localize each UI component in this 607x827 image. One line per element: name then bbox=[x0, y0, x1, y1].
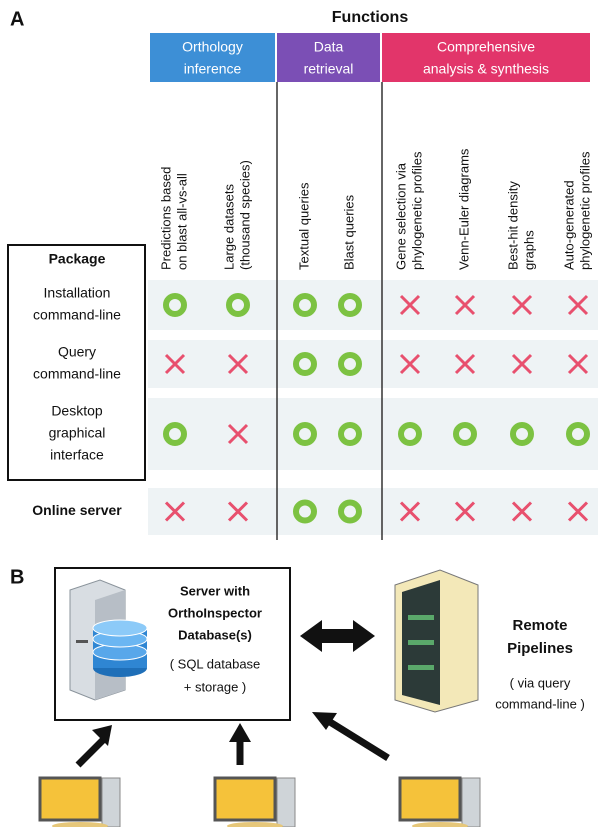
row-label: Query bbox=[58, 344, 96, 360]
supported-mark bbox=[338, 293, 362, 317]
server-label: OrthoInspector bbox=[168, 605, 262, 620]
group-label: Orthology bbox=[182, 39, 243, 55]
unsupported-mark bbox=[227, 501, 249, 522]
column-label: phylogenetic profiles bbox=[577, 151, 592, 270]
group-header bbox=[277, 33, 380, 82]
package-box bbox=[7, 244, 146, 481]
unsupported-mark bbox=[511, 501, 533, 522]
supported-mark bbox=[398, 422, 422, 446]
server-label: Server with bbox=[180, 583, 250, 598]
rack-icon bbox=[394, 569, 479, 713]
supported-mark bbox=[293, 352, 317, 376]
supported-mark bbox=[338, 352, 362, 376]
supported-mark bbox=[338, 422, 362, 446]
unsupported-mark bbox=[454, 294, 476, 316]
remote-label: Pipelines bbox=[507, 640, 573, 657]
package-header: Package bbox=[49, 251, 106, 267]
column-label: graphs bbox=[521, 230, 536, 270]
group-label: inference bbox=[184, 61, 242, 77]
unsupported-mark bbox=[567, 353, 589, 375]
computer-icons bbox=[38, 776, 481, 827]
remote-note: command-line ) bbox=[495, 696, 585, 711]
column-label: Best-hit density bbox=[505, 181, 520, 270]
supported-mark bbox=[510, 422, 534, 446]
supported-mark bbox=[293, 293, 317, 317]
unsupported-mark bbox=[399, 294, 421, 316]
supported-mark bbox=[566, 422, 590, 446]
server-note: ( SQL database bbox=[170, 656, 261, 671]
unsupported-mark bbox=[399, 501, 421, 522]
row-label: command-line bbox=[33, 366, 121, 382]
column-label: Blast queries bbox=[341, 194, 356, 270]
column-label: on blast all-vs-all bbox=[174, 173, 189, 270]
group-label: Comprehensive bbox=[437, 39, 535, 55]
row-label: Installation bbox=[44, 285, 111, 301]
row-band bbox=[148, 398, 598, 470]
column-label: Predictions based bbox=[158, 167, 173, 270]
double-arrow bbox=[300, 620, 375, 652]
column-label: Auto-generated bbox=[561, 180, 576, 270]
supported-mark bbox=[163, 422, 187, 446]
unsupported-mark bbox=[567, 294, 589, 316]
row-label: Online server bbox=[32, 502, 122, 518]
arrows bbox=[75, 712, 390, 768]
unsupported-mark bbox=[454, 501, 476, 522]
row-label: Desktop bbox=[51, 403, 103, 419]
unsupported-mark bbox=[399, 353, 421, 375]
group-label: retrieval bbox=[304, 61, 354, 77]
row-label: interface bbox=[50, 447, 104, 463]
supported-mark bbox=[163, 293, 187, 317]
panel-label: A bbox=[10, 8, 24, 30]
unsupported-mark bbox=[227, 423, 249, 445]
supported-mark bbox=[293, 422, 317, 446]
group-label: Data bbox=[314, 39, 344, 55]
server-icon bbox=[69, 579, 148, 701]
column-label: Large datasets bbox=[221, 183, 236, 270]
functions-title: Functions bbox=[332, 9, 409, 26]
supported-mark bbox=[226, 293, 250, 317]
column-label: Gene selection via bbox=[393, 162, 408, 270]
group-header bbox=[150, 33, 275, 82]
server-note: + storage ) bbox=[184, 679, 247, 694]
unsupported-mark bbox=[511, 353, 533, 375]
unsupported-mark bbox=[227, 353, 249, 375]
row-band bbox=[148, 488, 598, 535]
supported-mark bbox=[338, 499, 362, 524]
unsupported-mark bbox=[454, 353, 476, 375]
remote-note: ( via query bbox=[510, 675, 571, 690]
unsupported-mark bbox=[567, 501, 589, 522]
row-label: command-line bbox=[33, 307, 121, 323]
remote-label: Remote bbox=[512, 617, 567, 634]
column-label: (thousand species) bbox=[237, 160, 252, 270]
row-label: graphical bbox=[49, 425, 106, 441]
supported-mark bbox=[293, 499, 317, 524]
column-label: Venn-Euler diagrams bbox=[456, 148, 471, 270]
group-label: analysis & synthesis bbox=[423, 61, 549, 77]
group-header bbox=[382, 33, 590, 82]
column-label: phylogenetic profiles bbox=[409, 151, 424, 270]
server-label: Database(s) bbox=[178, 627, 252, 642]
unsupported-mark bbox=[164, 353, 186, 375]
row-band bbox=[148, 280, 598, 330]
supported-mark bbox=[453, 422, 477, 446]
row-band bbox=[148, 340, 598, 388]
column-label: Textual queries bbox=[296, 182, 311, 270]
unsupported-mark bbox=[164, 501, 186, 522]
panel-label: B bbox=[10, 566, 24, 588]
unsupported-mark bbox=[511, 294, 533, 316]
server-box bbox=[54, 567, 291, 721]
